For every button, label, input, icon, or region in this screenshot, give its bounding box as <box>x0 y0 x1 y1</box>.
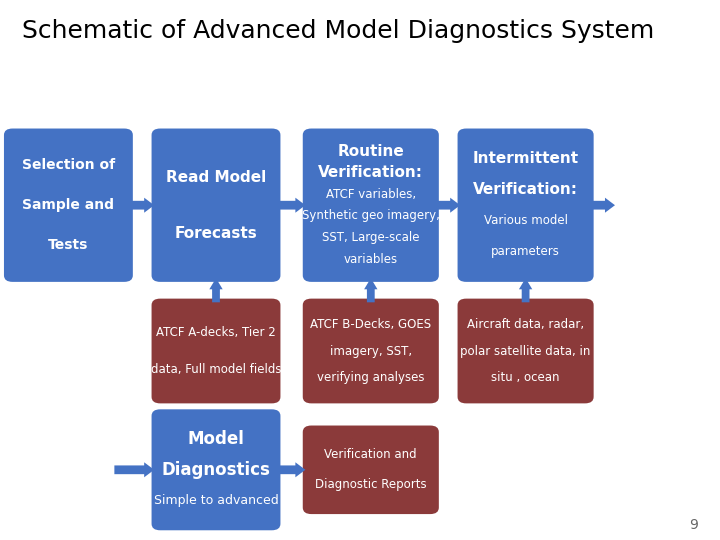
Text: Diagnostic Reports: Diagnostic Reports <box>315 478 427 491</box>
FancyBboxPatch shape <box>4 129 133 282</box>
FancyBboxPatch shape <box>151 129 280 282</box>
Text: Schematic of Advanced Model Diagnostics System: Schematic of Advanced Model Diagnostics … <box>22 19 654 43</box>
Text: Selection of: Selection of <box>22 158 115 172</box>
Text: Verification:: Verification: <box>318 165 423 180</box>
Text: Diagnostics: Diagnostics <box>161 461 271 479</box>
Text: Intermittent: Intermittent <box>472 151 579 166</box>
Text: Verification and: Verification and <box>325 448 417 461</box>
Text: Verification:: Verification: <box>473 182 578 197</box>
Text: imagery, SST,: imagery, SST, <box>330 345 412 357</box>
Text: data, Full model fields: data, Full model fields <box>150 363 282 376</box>
Text: polar satellite data, in: polar satellite data, in <box>460 345 591 357</box>
FancyBboxPatch shape <box>458 129 593 282</box>
Text: 9: 9 <box>690 518 698 532</box>
FancyBboxPatch shape <box>151 299 280 403</box>
Text: Tests: Tests <box>48 238 89 252</box>
Text: Sample and: Sample and <box>22 198 114 212</box>
Text: Simple to advanced: Simple to advanced <box>153 494 279 507</box>
FancyBboxPatch shape <box>302 426 439 514</box>
Text: parameters: parameters <box>491 246 560 259</box>
Text: ATCF variables,: ATCF variables, <box>325 188 416 201</box>
Text: Read Model: Read Model <box>166 170 266 185</box>
FancyBboxPatch shape <box>151 409 280 530</box>
Text: Model: Model <box>188 430 244 448</box>
Text: Various model: Various model <box>484 214 567 227</box>
Text: variables: variables <box>343 253 398 266</box>
Text: SST, Large-scale: SST, Large-scale <box>322 231 420 244</box>
Text: Aircraft data, radar,: Aircraft data, radar, <box>467 318 584 331</box>
Text: Routine: Routine <box>338 144 404 159</box>
Text: ATCF A-decks, Tier 2: ATCF A-decks, Tier 2 <box>156 326 276 339</box>
Text: verifying analyses: verifying analyses <box>317 371 425 384</box>
Text: situ , ocean: situ , ocean <box>491 371 560 384</box>
Text: ATCF B-Decks, GOES: ATCF B-Decks, GOES <box>310 318 431 331</box>
Text: Forecasts: Forecasts <box>175 226 257 241</box>
Text: Synthetic geo imagery,: Synthetic geo imagery, <box>302 210 440 222</box>
FancyBboxPatch shape <box>302 129 439 282</box>
FancyBboxPatch shape <box>458 299 593 403</box>
FancyBboxPatch shape <box>302 299 439 403</box>
